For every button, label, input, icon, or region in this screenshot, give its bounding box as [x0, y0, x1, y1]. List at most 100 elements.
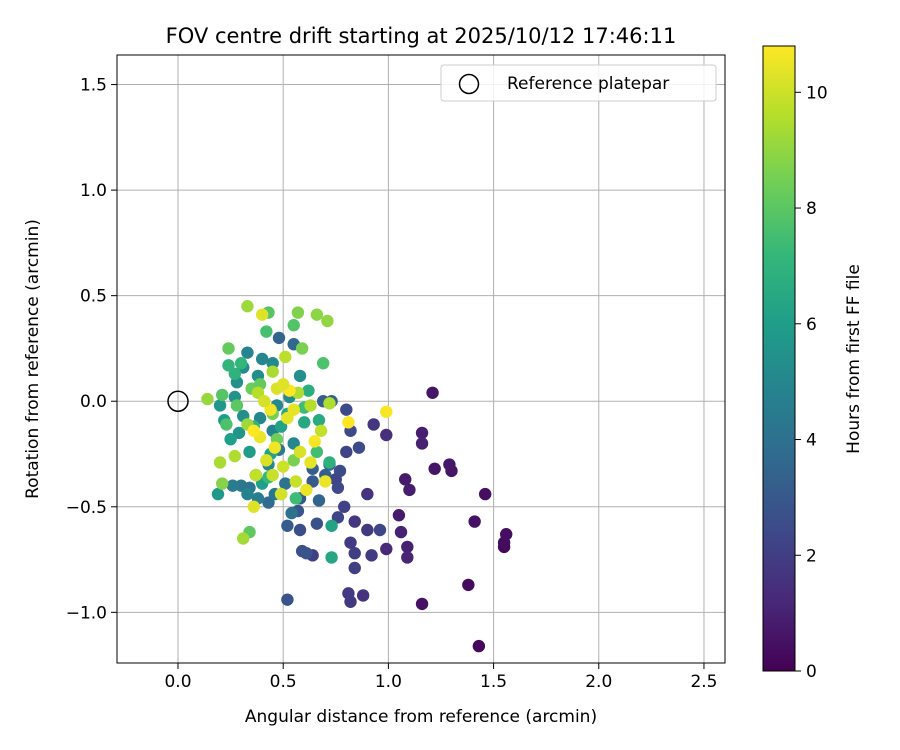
- data-point: [232, 426, 246, 440]
- data-point: [348, 515, 361, 528]
- y-axis-label: Rotation from reference (arcmin): [23, 219, 43, 499]
- data-point: [415, 597, 429, 611]
- legend-reference-marker: [458, 73, 480, 95]
- data-point: [401, 540, 414, 554]
- data-point: [340, 445, 353, 459]
- data-point: [344, 536, 357, 549]
- data-point: [268, 441, 281, 454]
- data-point: [277, 460, 290, 473]
- y-axis-ticks: −1.0 −0.5 0.0 0.5 1.0 1.5: [66, 76, 117, 623]
- data-point: [314, 424, 328, 437]
- data-point: [361, 523, 374, 537]
- plot-area: [117, 55, 725, 663]
- data-point: [302, 384, 315, 397]
- data-point: [426, 386, 439, 399]
- data-point: [291, 306, 305, 319]
- data-points: [201, 300, 513, 653]
- data-point: [287, 437, 300, 450]
- data-point: [323, 397, 336, 410]
- data-point: [247, 500, 260, 513]
- data-point: [287, 319, 300, 332]
- data-point: [312, 414, 326, 427]
- y-tick-label: 1.5: [80, 76, 107, 96]
- data-point: [443, 458, 456, 471]
- data-point: [306, 475, 319, 488]
- data-point: [258, 395, 271, 408]
- y-tick-label: −0.5: [66, 498, 107, 518]
- data-point: [277, 378, 290, 391]
- data-point: [348, 561, 361, 575]
- data-point: [279, 350, 292, 364]
- data-point: [415, 437, 429, 450]
- y-tick-label: −1.0: [66, 603, 107, 623]
- data-point: [403, 483, 416, 497]
- data-point: [266, 365, 279, 378]
- data-point: [468, 515, 481, 528]
- data-point: [249, 468, 263, 482]
- data-point: [215, 388, 229, 402]
- data-point: [401, 551, 414, 564]
- y-tick-label: 1.0: [80, 181, 107, 201]
- data-point: [274, 420, 288, 433]
- data-point: [264, 403, 277, 416]
- data-point: [289, 475, 303, 488]
- data-point: [228, 367, 242, 380]
- data-point: [338, 500, 351, 513]
- reference-marker-group: [167, 390, 189, 412]
- data-point: [262, 496, 275, 509]
- data-point: [201, 392, 214, 406]
- data-point: [213, 399, 227, 412]
- data-point: [266, 468, 279, 482]
- data-point: [222, 359, 235, 372]
- data-point: [220, 418, 233, 431]
- data-point: [281, 411, 294, 425]
- reference-marker: [167, 390, 189, 412]
- data-point: [308, 435, 321, 448]
- legend: Reference platepar: [440, 64, 717, 102]
- data-point: [295, 342, 309, 355]
- colorbar-ticks: 0 2 4 6 8 10: [795, 83, 828, 682]
- data-point: [310, 445, 324, 459]
- data-point: [213, 456, 227, 469]
- data-point: [241, 346, 254, 359]
- data-point: [352, 441, 366, 454]
- data-point: [211, 487, 225, 501]
- x-tick-label: 2.0: [585, 672, 612, 692]
- data-point: [260, 325, 273, 338]
- data-point: [253, 411, 267, 425]
- legend-box: [440, 64, 717, 102]
- data-point: [298, 416, 311, 429]
- data-point: [331, 511, 345, 524]
- data-point: [287, 454, 300, 467]
- data-point: [462, 578, 475, 592]
- data-point: [361, 487, 374, 501]
- colorbar-tick-label: 8: [806, 199, 817, 219]
- data-point: [325, 551, 338, 564]
- data-point: [293, 523, 307, 537]
- data-point: [325, 519, 338, 532]
- data-point: [281, 519, 294, 532]
- x-axis-label: Angular distance from reference (arcmin): [245, 707, 597, 727]
- data-point: [392, 509, 406, 522]
- data-point: [272, 331, 286, 345]
- data-point: [289, 492, 303, 505]
- data-point: [234, 357, 248, 370]
- data-point: [274, 487, 288, 501]
- data-point: [321, 314, 334, 328]
- data-point: [367, 418, 380, 431]
- data-point: [373, 523, 387, 537]
- data-point: [241, 487, 254, 501]
- data-point: [215, 477, 229, 490]
- colorbar-tick-label: 0: [806, 662, 817, 682]
- colorbar-tick-label: 2: [806, 546, 817, 566]
- chart-title: FOV centre drift starting at 2025/10/12 …: [166, 24, 677, 48]
- legend-label: Reference platepar: [507, 74, 669, 94]
- colorbar-tick-label: 10: [806, 83, 828, 103]
- data-point: [380, 405, 393, 418]
- data-point: [304, 399, 317, 412]
- data-point: [365, 549, 378, 562]
- data-point: [310, 308, 324, 321]
- data-point: [300, 483, 313, 497]
- data-point: [224, 433, 237, 446]
